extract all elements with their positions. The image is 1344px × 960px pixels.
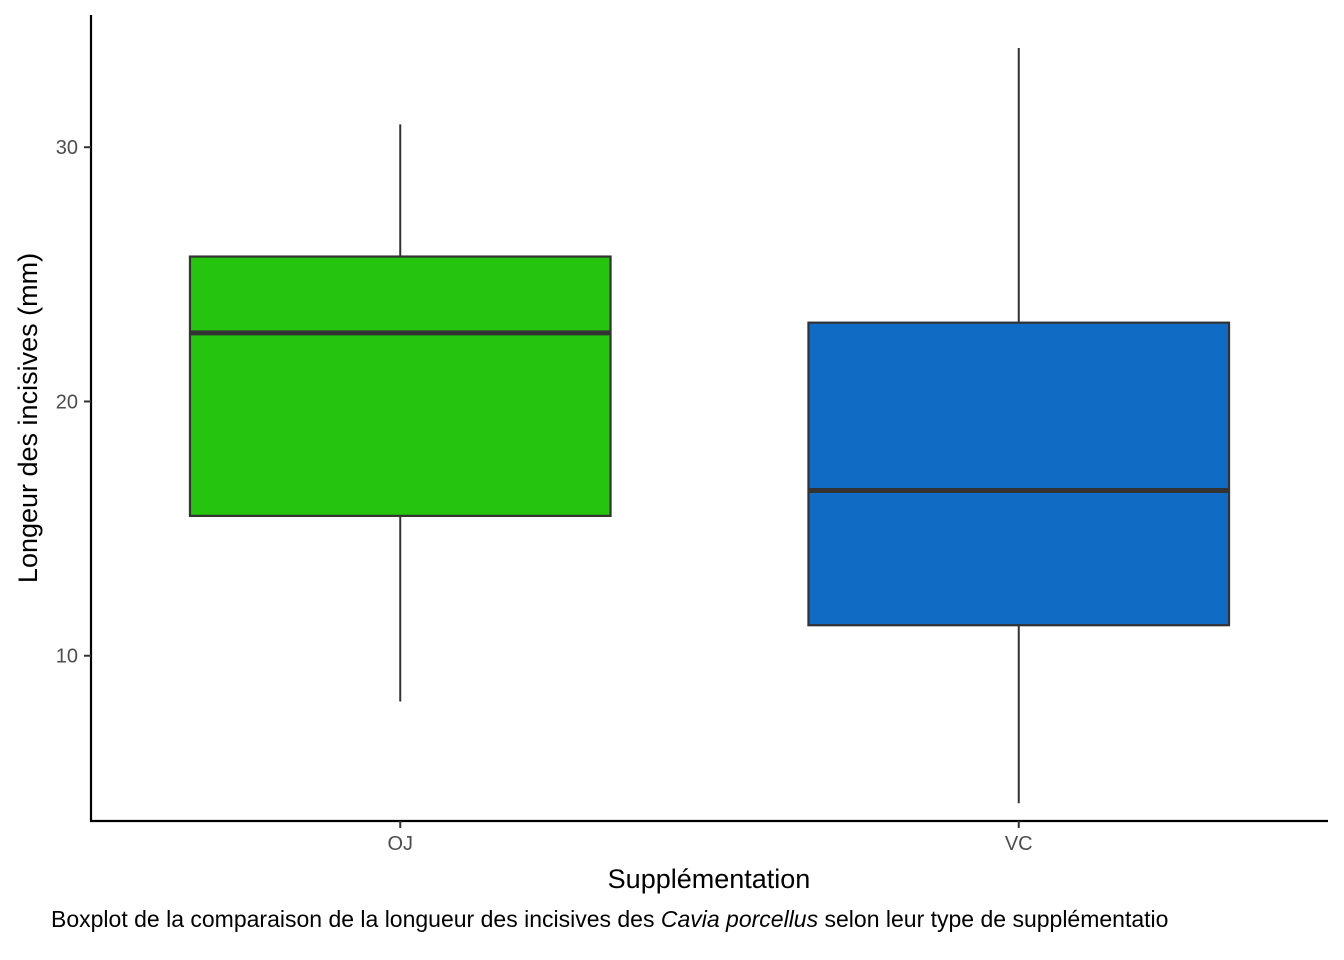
caption-after: selon leur type de supplémentatio	[818, 906, 1169, 932]
y-tick-label: 10	[56, 646, 78, 668]
y-tick-label: 30	[56, 137, 78, 159]
y-tick-label: 20	[56, 391, 78, 413]
caption-before: Boxplot de la comparaison de la longueur…	[51, 906, 661, 932]
ticks: 10 20 30 OJ VC	[56, 137, 1033, 855]
x-tick-label: VC	[1005, 833, 1033, 855]
box-oj	[188, 255, 612, 517]
axes	[89, 15, 1328, 823]
figure-caption: Boxplot de la comparaison de la longueur…	[51, 906, 1168, 933]
boxes	[188, 48, 1231, 804]
x-tick-label: OJ	[387, 833, 413, 855]
x-axis-title: Supplémentation	[608, 864, 811, 894]
caption-species: Cavia porcellus	[660, 906, 819, 932]
y-axis-title: Longeur des incisives (mm)	[13, 253, 43, 583]
box-vc	[807, 321, 1231, 627]
